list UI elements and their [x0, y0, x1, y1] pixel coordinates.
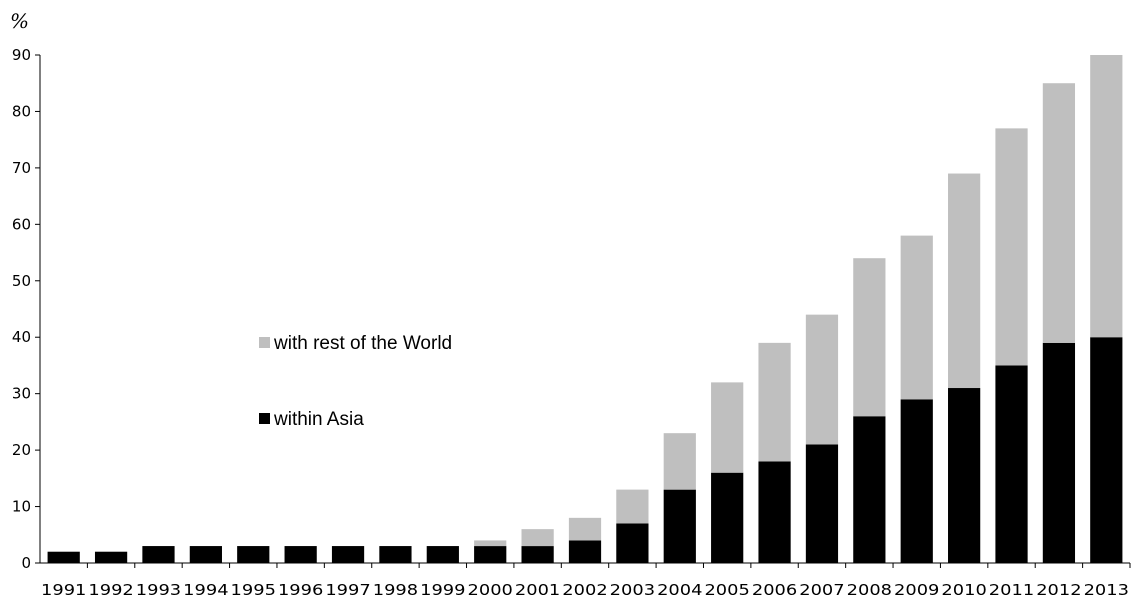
- x-tick-label: 2002: [562, 581, 607, 599]
- x-tick-label: 1999: [420, 581, 465, 599]
- bar-within-asia: [1090, 337, 1123, 563]
- y-tick-label: 40: [12, 328, 31, 346]
- y-tick-label: 50: [12, 272, 31, 290]
- legend-label-rest-of-world: with rest of the World: [273, 333, 452, 354]
- legend-swatch-rest-of-world: [259, 337, 270, 348]
- x-tick-label: 1991: [41, 581, 86, 599]
- bar-rest-of-world: [1042, 83, 1076, 343]
- y-tick-label: 10: [12, 498, 31, 516]
- y-axis-ticks: 0 10 20 30 40 50 60 70 80 90: [12, 46, 40, 572]
- x-tick-label: 1996: [278, 581, 323, 599]
- bar-within-asia: [189, 546, 222, 563]
- bar-within-asia: [948, 388, 981, 563]
- bar-rest-of-world: [853, 258, 886, 417]
- bar-within-asia: [900, 399, 933, 563]
- bar-rest-of-world: [805, 314, 839, 445]
- bar-rest-of-world: [474, 540, 507, 547]
- x-tick-label: 1993: [136, 581, 181, 599]
- bar-within-asia: [853, 416, 886, 563]
- x-tick-label: 2005: [704, 581, 749, 599]
- x-tick-label: 2001: [515, 581, 560, 599]
- bar-rest-of-world: [995, 128, 1028, 366]
- x-axis-ticks: 1991 1992 1993 1994 1995 1996 1997 1998 1999 2000…: [41, 563, 1131, 599]
- bar-within-asia: [379, 546, 412, 563]
- y-tick-label: 80: [12, 102, 31, 120]
- bar-rest-of-world: [663, 433, 696, 490]
- x-tick-label: 2004: [657, 581, 702, 599]
- x-tick-label: 2007: [799, 581, 844, 599]
- bar-within-asia: [758, 461, 791, 563]
- bar-within-asia: [1042, 342, 1076, 563]
- x-tick-label: 1994: [183, 581, 228, 599]
- bar-within-asia: [237, 546, 270, 563]
- y-axis-unit-label: %: [10, 9, 29, 33]
- legend-swatch-within-asia: [259, 413, 270, 424]
- x-tick-label: 2013: [1084, 581, 1129, 599]
- x-tick-label: 2008: [847, 581, 892, 599]
- bar-within-asia: [616, 523, 649, 563]
- bar-within-asia: [284, 546, 317, 563]
- bar-rest-of-world: [711, 382, 744, 473]
- bar-within-asia: [805, 444, 839, 563]
- bar-within-asia: [711, 472, 744, 563]
- bar-rest-of-world: [900, 235, 933, 400]
- bar-rest-of-world: [521, 529, 554, 547]
- y-tick-label: 20: [12, 441, 31, 459]
- bar-rest-of-world: [616, 489, 649, 524]
- y-tick-label: 70: [12, 159, 31, 177]
- legend-label-within-asia: within Asia: [273, 409, 364, 430]
- x-tick-label: 1997: [325, 581, 370, 599]
- x-tick-label: 1995: [231, 581, 276, 599]
- bar-within-asia: [47, 551, 80, 563]
- x-tick-label: 1992: [88, 581, 133, 599]
- bar-rest-of-world: [758, 342, 791, 462]
- legend: with rest of the World within Asia: [259, 333, 452, 430]
- y-tick-label: 30: [12, 385, 31, 403]
- bar-within-asia: [331, 546, 365, 563]
- bar-within-asia: [474, 546, 507, 563]
- bar-within-asia: [142, 546, 175, 563]
- y-tick-label: 0: [21, 554, 31, 572]
- x-tick-label: 2011: [989, 581, 1034, 599]
- legend-item-within-asia: within Asia: [259, 409, 364, 430]
- bar-within-asia: [568, 540, 602, 563]
- bar-rest-of-world: [948, 173, 981, 389]
- bar-within-asia: [521, 546, 554, 563]
- x-tick-label: 2000: [468, 581, 513, 599]
- x-tick-label: 2010: [941, 581, 986, 599]
- x-tick-label: 2006: [752, 581, 797, 599]
- x-tick-label: 2003: [610, 581, 655, 599]
- bar-rest-of-world: [568, 517, 602, 541]
- x-tick-label: 2009: [894, 581, 939, 599]
- bar-within-asia: [426, 546, 459, 563]
- bars: [47, 55, 1123, 563]
- bar-within-asia: [663, 489, 696, 563]
- y-tick-label: 60: [12, 215, 31, 233]
- legend-item-rest-of-world: with rest of the World: [259, 333, 452, 354]
- x-tick-label: 2012: [1036, 581, 1081, 599]
- y-tick-label: 90: [12, 46, 31, 64]
- x-tick-label: 1998: [373, 581, 418, 599]
- bar-within-asia: [995, 365, 1028, 563]
- bar-rest-of-world: [1090, 55, 1123, 338]
- bar-within-asia: [94, 551, 128, 563]
